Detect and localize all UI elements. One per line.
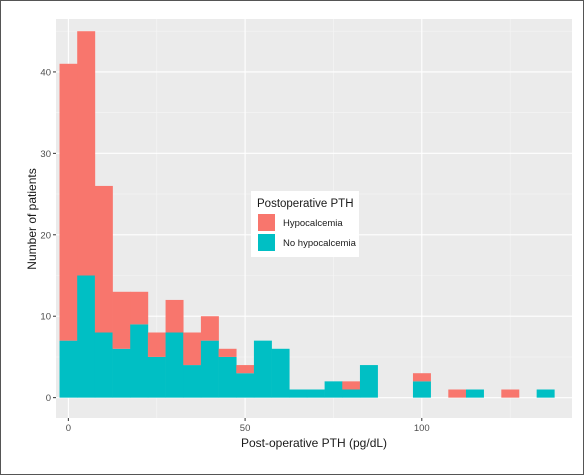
x-axis-title: Post-operative PTH (pg/dL) xyxy=(241,436,387,450)
bar-hypocalcemia xyxy=(448,389,467,398)
bar-hypocalcemia xyxy=(501,389,520,398)
bar-hypocalcemia xyxy=(218,348,237,357)
bar-hypocalcemia xyxy=(112,291,131,349)
bar-hypocalcemia xyxy=(77,31,96,276)
y-axis-title: Number of patients xyxy=(25,168,39,269)
bar-hypocalcemia xyxy=(342,381,361,390)
bar-no-hypocalcemia xyxy=(200,340,219,398)
axis-ticks: 0 50 100 0 10 20 30 40 xyxy=(40,67,429,434)
bar-hypocalcemia xyxy=(59,63,78,341)
y-tick-label: 0 xyxy=(46,393,51,404)
bar-no-hypocalcemia xyxy=(342,389,361,398)
bar-no-hypocalcemia xyxy=(183,365,202,398)
bar-hypocalcemia xyxy=(165,299,184,333)
bar-no-hypocalcemia xyxy=(147,356,166,398)
bar-hypocalcemia xyxy=(147,332,166,357)
bar-no-hypocalcemia xyxy=(536,389,555,398)
bar-no-hypocalcemia xyxy=(289,389,308,398)
bar-no-hypocalcemia xyxy=(465,389,484,398)
bar-hypocalcemia xyxy=(200,316,219,341)
bar-no-hypocalcemia xyxy=(271,348,290,398)
x-tick-label: 100 xyxy=(414,423,430,434)
bar-no-hypocalcemia xyxy=(130,324,149,398)
bar-no-hypocalcemia xyxy=(112,348,131,398)
bar-no-hypocalcemia xyxy=(165,332,184,398)
legend: Postoperative PTH Hypocalcemia No hypoca… xyxy=(251,191,359,257)
bar-no-hypocalcemia xyxy=(77,275,96,398)
bar-no-hypocalcemia xyxy=(412,381,431,398)
bar-hypocalcemia xyxy=(183,332,202,366)
histogram-bars xyxy=(59,31,555,398)
bar-no-hypocalcemia xyxy=(218,356,237,398)
legend-swatch-no-hypocalcemia xyxy=(258,234,275,251)
bar-no-hypocalcemia xyxy=(253,340,272,398)
bar-hypocalcemia xyxy=(236,365,255,374)
bar-hypocalcemia xyxy=(94,185,113,333)
y-tick-label: 40 xyxy=(40,67,51,78)
bar-no-hypocalcemia xyxy=(306,389,325,398)
y-tick-label: 20 xyxy=(40,230,51,241)
bar-no-hypocalcemia xyxy=(324,381,343,398)
legend-label-hypocalcemia: Hypocalcemia xyxy=(283,218,343,229)
x-tick-label: 0 xyxy=(66,423,71,434)
y-tick-label: 30 xyxy=(40,149,51,160)
bar-no-hypocalcemia xyxy=(236,373,255,398)
bar-hypocalcemia xyxy=(130,291,149,325)
bar-hypocalcemia xyxy=(412,373,431,382)
bar-no-hypocalcemia xyxy=(359,365,378,398)
x-tick-label: 50 xyxy=(240,423,251,434)
legend-swatch-hypocalcemia xyxy=(258,214,275,231)
bar-no-hypocalcemia xyxy=(59,340,78,398)
y-tick-label: 10 xyxy=(40,312,51,323)
bar-no-hypocalcemia xyxy=(94,332,113,398)
legend-title: Postoperative PTH xyxy=(257,198,354,210)
legend-label-no-hypocalcemia: No hypocalcemia xyxy=(283,238,357,249)
